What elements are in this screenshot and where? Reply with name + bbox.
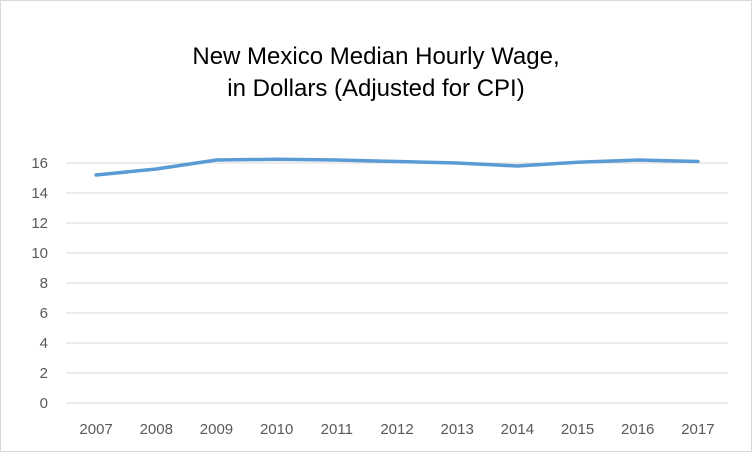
x-tick-label: 2007 xyxy=(79,421,112,438)
y-tick-label: 2 xyxy=(40,365,48,382)
x-tick-label: 2012 xyxy=(380,421,413,438)
y-tick-label: 14 xyxy=(31,185,48,202)
x-tick-label: 2008 xyxy=(140,421,173,438)
x-axis-tick-labels: 2007 2008 2009 2010 2011 2012 2013 2014 2015 2016… xyxy=(79,421,714,438)
series-line xyxy=(94,157,700,177)
series xyxy=(94,157,700,177)
y-tick-label: 10 xyxy=(31,245,48,262)
chart-title-line-1: New Mexico Median Hourly Wage, xyxy=(192,43,560,70)
x-tick-label: 2013 xyxy=(440,421,473,438)
gridlines xyxy=(66,162,728,374)
y-tick-label: 6 xyxy=(40,305,48,322)
x-tick-label: 2017 xyxy=(681,421,714,438)
y-tick-label: 0 xyxy=(40,395,48,412)
y-tick-label: 8 xyxy=(40,275,48,292)
y-tick-label: 12 xyxy=(31,215,48,232)
x-tick-label: 2016 xyxy=(621,421,654,438)
x-tick-label: 2015 xyxy=(561,421,594,438)
y-tick-label: 4 xyxy=(40,335,48,352)
x-tick-label: 2011 xyxy=(321,421,353,438)
x-tick-label: 2014 xyxy=(501,421,534,438)
y-tick-label: 16 xyxy=(31,155,48,172)
y-axis-tick-labels: 0 2 4 6 8 10 12 14 16 xyxy=(31,155,48,412)
chart-title-line-2: in Dollars (Adjusted for CPI) xyxy=(227,75,525,102)
chart-title: New Mexico Median Hourly Wage, in Dollar… xyxy=(1,41,751,105)
x-tick-label: 2009 xyxy=(200,421,233,438)
x-tick-label: 2010 xyxy=(260,421,293,438)
